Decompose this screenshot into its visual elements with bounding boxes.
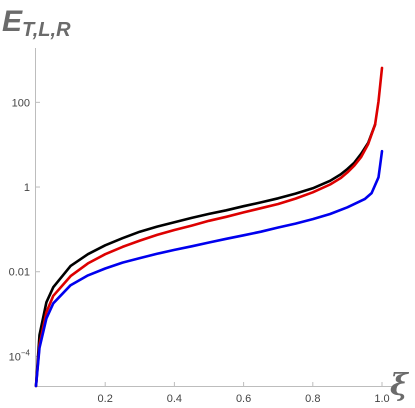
y-tick-label: 100 — [12, 97, 30, 109]
y-tick-label-exponent: −4 — [21, 348, 31, 357]
x-axis-label: ξ — [390, 368, 410, 403]
x-tick-label: 0.8 — [305, 393, 320, 405]
x-tick-label: 0.6 — [236, 393, 251, 405]
y-tick-label: 10−4 — [9, 348, 31, 363]
x-tick-label: 0.4 — [167, 393, 182, 405]
y-tick-label-base: 1 — [24, 182, 30, 194]
series-line-3 — [34, 149, 384, 388]
x-tick-label: 0.2 — [98, 393, 113, 405]
ticks: 0.2 0.4 0.6 0.8 1.0 10−4 0.01 1 100 — [9, 97, 390, 405]
y-axis-label-main: E — [2, 5, 23, 38]
y-tick-label-base: 100 — [12, 97, 30, 109]
y-axis-label-sub: T,L,R — [22, 19, 71, 41]
y-tick-label-base: 10 — [9, 351, 21, 363]
axes — [35, 48, 392, 387]
series-line-1 — [34, 123, 377, 388]
x-tick-label: 1.0 — [374, 393, 389, 405]
y-tick-label: 1 — [24, 182, 30, 194]
y-tick-label-base: 0.01 — [9, 267, 30, 279]
y-tick-label: 0.01 — [9, 267, 30, 279]
y-axis-label: ET,L,R — [2, 5, 71, 41]
series-layer — [34, 66, 384, 388]
series-line-2 — [34, 66, 384, 388]
